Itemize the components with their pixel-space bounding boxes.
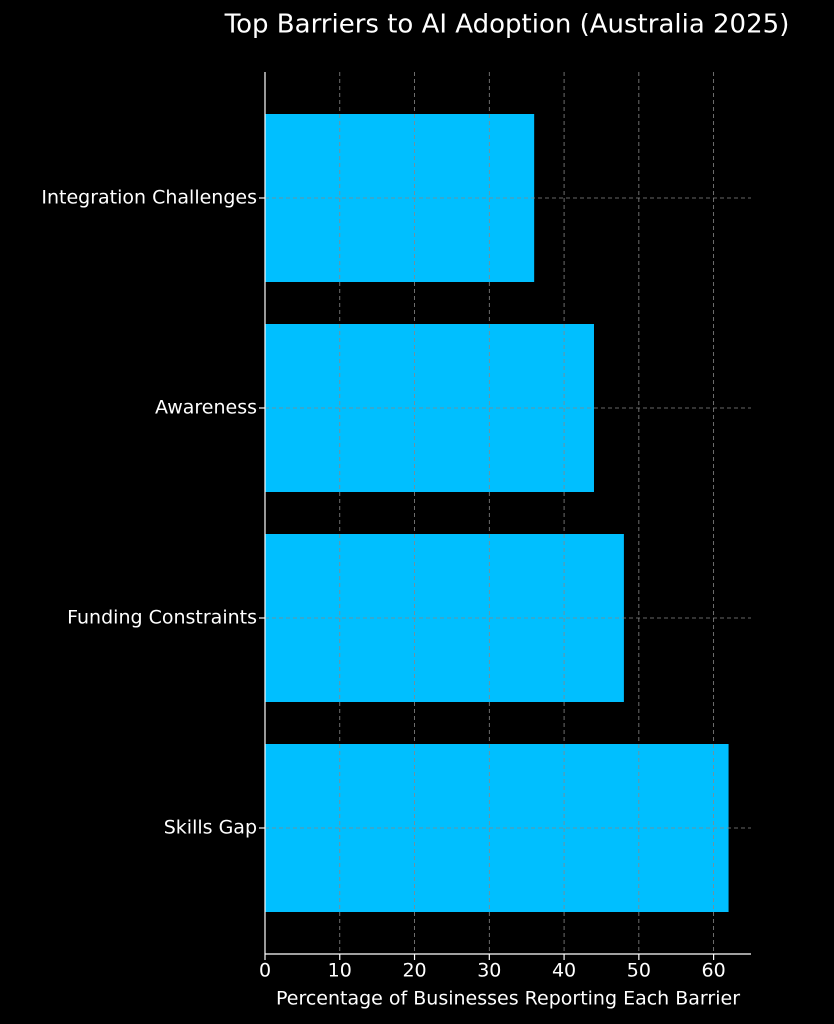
- x-tick-label: 60: [702, 960, 726, 982]
- x-axis-label: Percentage of Businesses Reporting Each …: [276, 988, 740, 1010]
- bar: [265, 534, 624, 702]
- x-tick-label: 30: [477, 960, 501, 982]
- x-tick-label: 10: [328, 960, 352, 982]
- chart-title: Top Barriers to AI Adoption (Australia 2…: [224, 10, 790, 40]
- x-tick-label: 40: [552, 960, 576, 982]
- y-tick-label: Awareness: [155, 397, 257, 419]
- x-tick-label: 0: [259, 960, 271, 982]
- y-tick-label: Integration Challenges: [41, 187, 257, 209]
- y-tick-label: Skills Gap: [164, 817, 257, 839]
- y-tick-label: Funding Constraints: [67, 607, 257, 629]
- x-tick-label: 50: [627, 960, 651, 982]
- x-tick-label: 20: [402, 960, 426, 982]
